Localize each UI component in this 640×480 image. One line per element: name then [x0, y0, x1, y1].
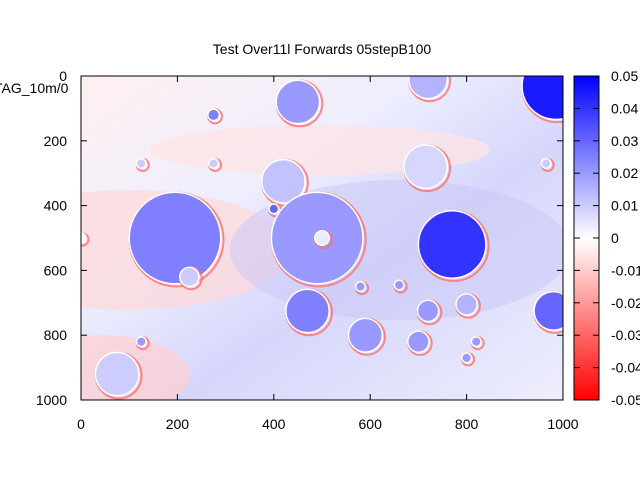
x-axis: 0 200 400 600 800 1000 [77, 76, 579, 432]
circle-marker [461, 352, 473, 364]
circle-marker [521, 76, 563, 121]
colorbar-tick-label: 0.02 [611, 165, 638, 181]
colorbar-tick-label: -0.01 [611, 262, 640, 278]
y-tick-label: 600 [44, 262, 68, 278]
circle-marker [403, 144, 449, 190]
x-tick-label: 200 [166, 416, 190, 432]
colorbar-tick-label: -0.02 [611, 295, 640, 311]
y-tick-label: 400 [44, 198, 68, 214]
colorbar-tick-label: 0.01 [611, 198, 638, 214]
circle-marker [128, 191, 222, 285]
circle-marker [533, 290, 563, 331]
plot-frame [80, 75, 564, 401]
circle-marker [393, 279, 405, 291]
colorbar-tick-label: 0.05 [611, 68, 638, 84]
circle-marker [416, 299, 440, 323]
colorbar-tick-label: 0.03 [611, 133, 638, 149]
x-tick-label: 1000 [547, 416, 578, 432]
x-tick-label: 0 [77, 416, 85, 432]
circle-marker [135, 157, 147, 170]
y-tick-label: 0 [59, 68, 67, 84]
x-tick-label: 800 [455, 416, 479, 432]
circle-marker [268, 203, 280, 215]
circle-marker [455, 293, 478, 316]
colorbar-axis: 0.05 0.04 0.03 0.02 0.01 0 -0.01 -0.02 -0.03 -0.0… [574, 68, 640, 408]
y-tick-label: 800 [44, 327, 68, 343]
x-tick-label: 600 [359, 416, 383, 432]
circle-marker [540, 157, 552, 170]
colorbar-tick-label: -0.05 [611, 392, 640, 408]
colorbar-tick-label: 0.04 [611, 100, 638, 116]
circle-marker [285, 288, 330, 334]
circle-marker [470, 336, 482, 348]
plot-area [81, 76, 563, 400]
circle-marker [417, 209, 487, 279]
circle-marker [347, 317, 384, 353]
circle-marker [207, 108, 221, 122]
circle-marker [94, 351, 140, 397]
circle-marker [354, 281, 367, 293]
circle-marker [207, 157, 220, 170]
chart-title: Test Over11l Forwards 05stepB100 [213, 41, 432, 57]
circle-marker [135, 336, 147, 348]
colorbar-tick-label: -0.04 [611, 360, 640, 376]
y-tick-label: 200 [44, 133, 68, 149]
y-tick-label: 1000 [36, 392, 67, 408]
circle-marker [179, 266, 200, 288]
circle-marker [407, 330, 430, 354]
y-axis-label: TAG_10m/0 [0, 80, 69, 96]
circle-marker [261, 158, 306, 204]
x-tick-label: 400 [262, 416, 286, 432]
circle-marker [408, 76, 449, 100]
colorbar-tick-label: -0.03 [611, 327, 640, 343]
y-axis: 0 200 400 600 800 1000 [36, 68, 563, 408]
colorbar-tick-label: 0 [611, 230, 619, 246]
circle-marker [275, 79, 321, 125]
circle-marker [314, 230, 330, 246]
